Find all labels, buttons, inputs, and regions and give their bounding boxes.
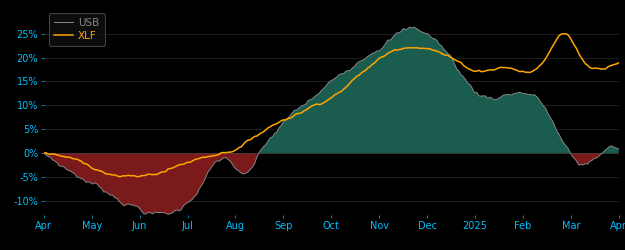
USB (406, 26, 414, 29)
USB (40, 152, 48, 154)
Line: XLF: XLF (44, 34, 619, 177)
USB (164, 213, 172, 216)
USB (615, 148, 622, 150)
USB (109, 194, 116, 196)
XLF (592, 67, 600, 70)
USB (284, 116, 292, 119)
XLF (122, 174, 129, 178)
XLF (109, 174, 116, 176)
XLF (615, 61, 622, 64)
Legend: USB, XLF: USB, XLF (49, 13, 104, 46)
Line: USB: USB (44, 27, 619, 214)
XLF (562, 32, 569, 35)
USB (592, 156, 600, 160)
XLF (506, 66, 514, 70)
USB (508, 93, 516, 96)
XLF (282, 118, 289, 122)
XLF (40, 152, 48, 154)
XLF (133, 175, 141, 178)
XLF (284, 117, 292, 120)
USB (282, 118, 289, 121)
USB (122, 203, 129, 206)
